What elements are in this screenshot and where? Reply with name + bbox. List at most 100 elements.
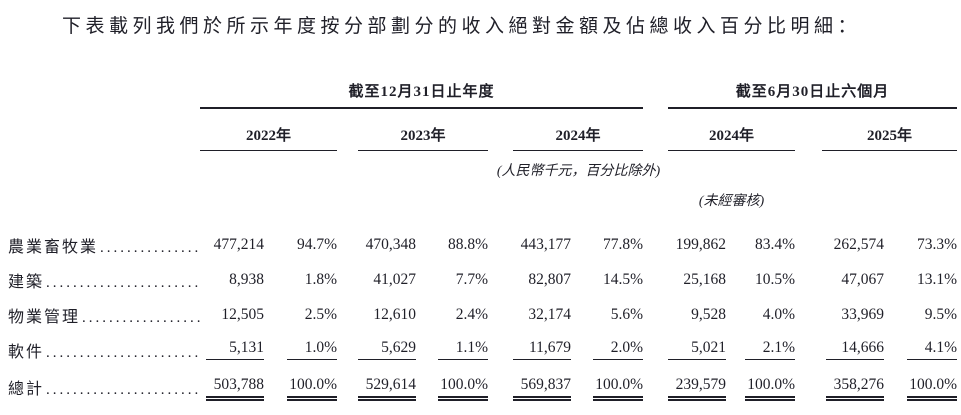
spacer-cell	[795, 367, 822, 407]
unaudited-note-row: (未經審核)	[8, 183, 957, 213]
amount-cell: 199,862	[675, 235, 727, 253]
spacer-cell	[488, 367, 513, 407]
amount-cell: 262,574	[833, 235, 885, 253]
spacer-cell	[643, 108, 668, 150]
total-percent-cell: 100.0%	[725, 367, 796, 407]
percent-cell: 14.5%	[602, 270, 644, 288]
total-amount-cell: 358,276	[822, 367, 885, 407]
total-amount-cell: 239,579	[668, 367, 727, 407]
spacer-cell	[488, 262, 513, 297]
percent-cell: 7.7%	[455, 270, 488, 288]
spacer-cell	[8, 150, 200, 183]
dot-leader	[98, 240, 200, 257]
amount-cell: 11,679	[513, 332, 571, 367]
table-row-construction: 建築 8,938 1.8% 41,027 7.7% 82,807 14.5% 2…	[8, 262, 957, 297]
amount-cell: 12,505	[221, 305, 264, 323]
amount-cell: 12,610	[373, 305, 416, 323]
percent-cell: 2.0%	[570, 332, 644, 367]
spacer-cell	[488, 108, 513, 150]
dot-leader	[44, 345, 200, 362]
total-percent-cell: 100.0%	[884, 367, 958, 407]
percent-cell: 13.1%	[916, 270, 958, 288]
amount-cell: 9,528	[691, 305, 727, 323]
year-header-2024-interim: 2024年	[668, 108, 796, 151]
amount-cell: 470,348	[365, 235, 416, 253]
spacer-cell	[795, 183, 957, 213]
table-row-agriculture: 農業畜牧業 477,214 94.7% 470,348 88.8% 443,17…	[8, 227, 957, 262]
unit-note-row: (人民幣千元，百分比除外)	[8, 150, 957, 183]
spacer-cell	[795, 108, 822, 150]
dot-leader	[44, 382, 200, 399]
percent-cell: 4.0%	[762, 305, 796, 323]
spacer-cell	[337, 262, 358, 297]
segment-label: 建築	[8, 273, 45, 291]
total-amount-cell: 503,788	[200, 367, 264, 407]
percent-cell: 5.6%	[610, 305, 644, 323]
spacer-cell	[643, 227, 668, 262]
percent-cell: 1.0%	[264, 332, 337, 367]
percent-cell: 4.1%	[884, 332, 958, 367]
spacer-cell	[337, 108, 358, 150]
amount-cell: 5,629	[358, 332, 416, 367]
percent-cell: 83.4%	[754, 235, 796, 253]
amount-cell: 14,666	[822, 332, 885, 367]
amount-cell: 477,214	[213, 235, 264, 253]
spacer-cell	[643, 332, 668, 367]
year-header-row: 2022年 2023年 2024年 2024年 2025年	[8, 108, 958, 151]
spacer-cell	[795, 297, 822, 332]
percent-cell: 9.5%	[924, 305, 958, 323]
column-group-annual-header: 截至12月31日止年度	[200, 76, 644, 109]
total-label-cell: 總計	[8, 367, 200, 407]
segment-label-cell: 軟件	[8, 332, 200, 367]
table-row-property-management: 物業管理 12,505 2.5% 12,610 2.4% 32,174 5.6%…	[8, 297, 957, 332]
amount-cell: 25,168	[683, 270, 727, 288]
amount-cell: 5,021	[668, 332, 727, 367]
revenue-by-segment-table: 截至12月31日止年度 截至6月30日止六個月 2022年 2023年 2024…	[8, 76, 958, 407]
percent-cell: 1.1%	[415, 332, 488, 367]
percent-cell: 2.5%	[304, 305, 337, 323]
spacer-cell	[488, 332, 513, 367]
intro-text: 下表載列我們於所示年度按分部劃分的收入絕對金額及佔總收入百分比明細：	[62, 16, 862, 37]
spacer-cell	[488, 227, 513, 262]
amount-cell: 5,131	[200, 332, 264, 367]
year-header-2025-interim: 2025年	[822, 108, 958, 151]
segment-label-cell: 物業管理	[8, 297, 200, 332]
spacer-cell	[488, 297, 513, 332]
spacer-cell	[8, 76, 200, 108]
total-amount-cell: 569,837	[513, 367, 571, 407]
segment-label: 農業畜牧業	[8, 238, 99, 256]
percent-cell: 88.8%	[447, 235, 488, 253]
spacer-cell	[795, 227, 822, 262]
total-percent-cell: 100.0%	[264, 367, 337, 407]
unaudited-note: (未經審核)	[698, 194, 765, 209]
spacer-cell	[795, 332, 822, 367]
spacer-cell	[643, 367, 668, 407]
amount-cell: 47,067	[841, 270, 885, 288]
spacer-row	[8, 213, 957, 227]
percent-cell: 1.8%	[304, 270, 337, 288]
spacer-cell	[795, 262, 822, 297]
spacer-cell	[643, 297, 668, 332]
segment-label: 軟件	[8, 343, 45, 361]
segment-label-cell: 農業畜牧業	[8, 227, 200, 262]
spacer-cell	[337, 367, 358, 407]
total-percent-cell: 100.0%	[570, 367, 644, 407]
spacer-cell	[643, 262, 668, 297]
segment-label-cell: 建築	[8, 262, 200, 297]
segment-label: 物業管理	[8, 308, 81, 326]
year-header-2024: 2024年	[513, 108, 644, 151]
percent-cell: 10.5%	[754, 270, 796, 288]
amount-cell: 32,174	[528, 305, 571, 323]
table-row-total: 總計 503,788 100.0% 529,614 100.0% 569,837…	[8, 367, 958, 407]
total-label: 總計	[8, 381, 45, 398]
spacer-cell	[643, 76, 668, 108]
spacer-cell	[337, 332, 358, 367]
percent-cell: 77.8%	[602, 235, 644, 253]
total-percent-cell: 100.0%	[415, 367, 488, 407]
percent-cell: 73.3%	[916, 235, 958, 253]
column-group-header-row: 截至12月31日止年度 截至6月30日止六個月	[8, 76, 958, 109]
amount-cell: 33,969	[841, 305, 885, 323]
table-row-software: 軟件 5,131 1.0% 5,629 1.1% 11,679 2.0% 5,0…	[8, 332, 958, 367]
amount-cell: 443,177	[520, 235, 571, 253]
